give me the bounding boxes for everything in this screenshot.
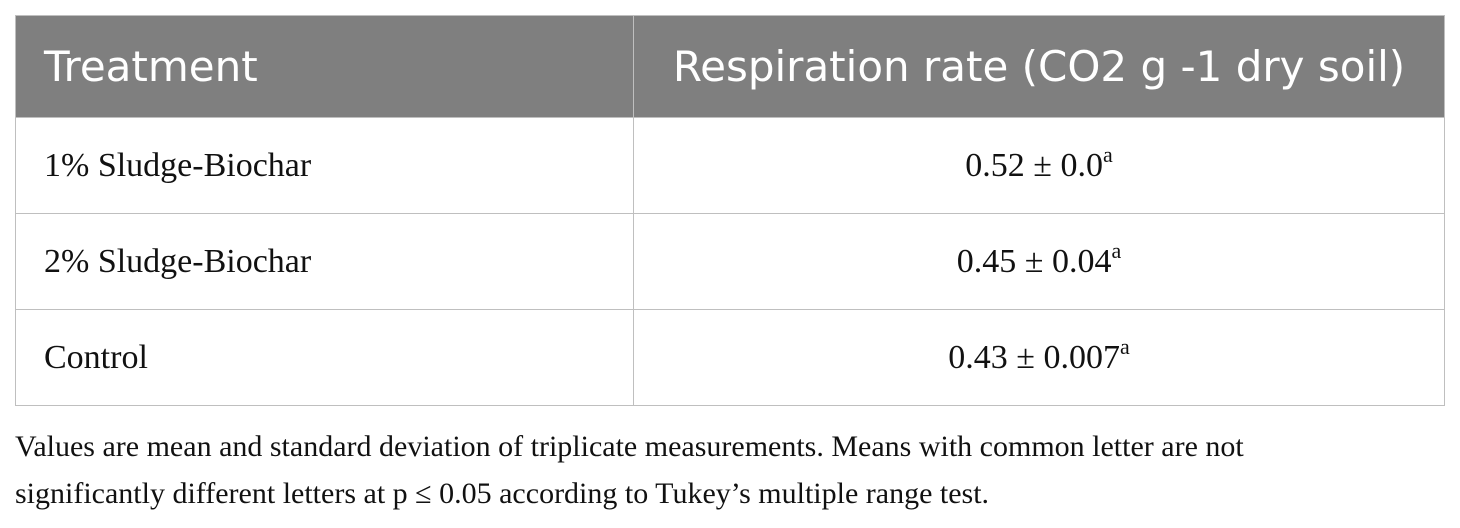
data-table: Treatment Respiration rate (CO2 g -1 dry… [15,15,1445,406]
footnote-line: significantly different letters at p ≤ 0… [15,477,990,510]
value-cell: 0.43 ± 0.007a [633,309,1445,406]
table-row: 2% Sludge-Biochar 0.45 ± 0.04a [15,213,1445,310]
value-text: 0.45 ± 0.04 [956,242,1112,280]
value-cell: 0.45 ± 0.04a [633,213,1445,310]
treatment-cell: Control [15,309,634,406]
significance-letter: a [1102,141,1113,167]
header-row: Treatment Respiration rate (CO2 g -1 dry… [15,15,1445,118]
significance-letter: a [1119,333,1130,359]
footnote-line: Values are mean and standard deviation o… [15,430,1244,463]
header-cell: Treatment [15,15,634,118]
treatment-cell: 2% Sludge-Biochar [15,213,634,310]
table-row: Control 0.43 ± 0.007a [15,309,1445,406]
significance-letter: a [1111,237,1122,263]
table-body: 1% Sludge-Biochar 0.52 ± 0.0a 2% Sludge-Bi… [15,117,1445,406]
value-text: 0.52 ± 0.0 [965,146,1103,184]
treatment-cell: 1% Sludge-Biochar [15,117,634,214]
value-cell: 0.52 ± 0.0a [633,117,1445,214]
value-text: 0.43 ± 0.007 [948,338,1120,376]
header-cell: Respiration rate (CO2 g -1 dry soil) [633,15,1445,118]
table-row: 1% Sludge-Biochar 0.52 ± 0.0a [15,117,1445,214]
footnote: Values are mean and standard deviation o… [15,423,1244,517]
